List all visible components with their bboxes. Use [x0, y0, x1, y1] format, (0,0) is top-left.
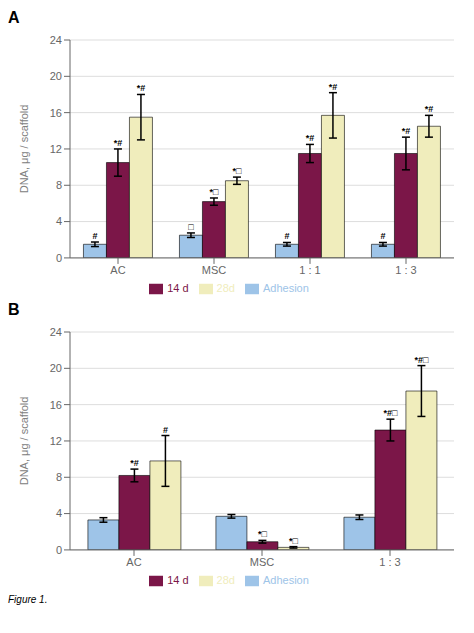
svg-text:1 : 1: 1 : 1 [299, 264, 320, 276]
svg-text:*#□: *#□ [383, 408, 398, 418]
svg-text:AC: AC [126, 556, 141, 568]
svg-text:0: 0 [56, 252, 62, 264]
svg-text:8: 8 [56, 471, 62, 483]
svg-text:□: □ [188, 222, 194, 232]
svg-text:16: 16 [50, 399, 62, 411]
html-text:A: A [8, 9, 20, 26]
svg-text:*□: *□ [289, 536, 299, 546]
svg-text:4: 4 [56, 215, 62, 227]
svg-text:8: 8 [56, 179, 62, 191]
html-text:28d: 28d [216, 573, 235, 586]
svg-text:*#: *# [402, 126, 411, 136]
svg-text:*#□: *#□ [414, 355, 429, 365]
svg-text:1 : 3: 1 : 3 [379, 556, 400, 568]
html-text:28d: 28d [216, 281, 235, 294]
svg-text:*#: *# [130, 458, 139, 468]
svg-text:*#: *# [137, 83, 146, 93]
svg-text:AC: AC [110, 264, 125, 276]
svg-text:#: # [284, 231, 289, 241]
svg-text:#: # [380, 231, 385, 241]
html-text:Adhesion: Adhesion [263, 573, 309, 586]
svg-text:12: 12 [50, 435, 62, 447]
svg-text:MSC: MSC [202, 264, 227, 276]
svg-text:24: 24 [50, 326, 62, 338]
svg-text:16: 16 [50, 107, 62, 119]
svg-text:*#: *# [306, 133, 315, 143]
svg-text:*□: *□ [258, 529, 268, 539]
html-text:14 d: 14 d [167, 573, 189, 586]
svg-text:*□: *□ [209, 187, 219, 197]
html-text:Figure 1.: Figure 1. [8, 594, 48, 605]
svg-text:#: # [163, 425, 168, 435]
svg-text:*#: *# [425, 104, 434, 114]
svg-text:*#: *# [114, 138, 123, 148]
svg-text:DNA, μg / scaffold: DNA, μg / scaffold [18, 105, 30, 194]
svg-text:20: 20 [50, 362, 62, 374]
svg-text:12: 12 [50, 143, 62, 155]
svg-text:DNA, μg / scaffold: DNA, μg / scaffold [18, 397, 30, 486]
html-text:14 d: 14 d [167, 281, 189, 294]
svg-text:*□: *□ [232, 166, 242, 176]
svg-text:*#: *# [329, 82, 338, 92]
svg-text:20: 20 [50, 70, 62, 82]
html-text:Adhesion: Adhesion [263, 281, 309, 294]
svg-text:1 : 3: 1 : 3 [395, 264, 416, 276]
svg-text:24: 24 [50, 34, 62, 46]
svg-text:MSC: MSC [250, 556, 275, 568]
svg-text:4: 4 [56, 507, 62, 519]
svg-text:#: # [92, 231, 97, 241]
svg-text:0: 0 [56, 544, 62, 556]
html-text:B: B [8, 301, 20, 318]
